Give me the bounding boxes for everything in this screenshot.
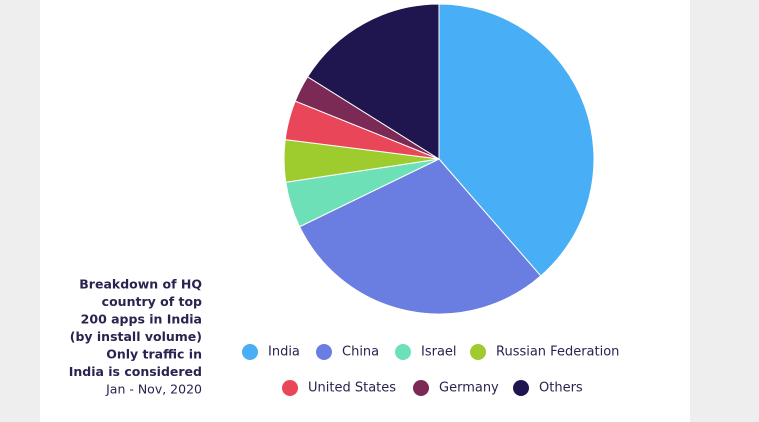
date-range: Jan - Nov, 2020 (105, 382, 202, 397)
caption-line: 200 apps in India (81, 312, 202, 327)
legend-swatch (316, 344, 332, 360)
legend-swatch (513, 380, 529, 396)
legend-label: Others (539, 381, 583, 396)
legend-label: China (342, 345, 379, 360)
caption-line: Only traffic in (106, 347, 202, 362)
legend-swatch (242, 344, 258, 360)
legend-label: India (268, 345, 300, 360)
legend-swatch (413, 380, 429, 396)
legend-label: Germany (439, 381, 499, 396)
legend-swatch (282, 380, 298, 396)
caption-line: India is considered (69, 364, 202, 379)
legend-label: United States (308, 381, 396, 396)
caption-line: (by install volume) (70, 329, 202, 344)
legend-swatch (395, 344, 411, 360)
caption: Breakdown of HQ country of top 200 apps in… (69, 277, 202, 380)
caption-line: Breakdown of HQ (79, 277, 202, 292)
legend-label: Israel (421, 345, 457, 360)
legend-label: Russian Federation (496, 345, 619, 360)
pie-slice (438, 3, 595, 277)
legend-swatch (470, 344, 486, 360)
caption-line: country of top (102, 294, 202, 309)
pie-slice (306, 3, 440, 160)
